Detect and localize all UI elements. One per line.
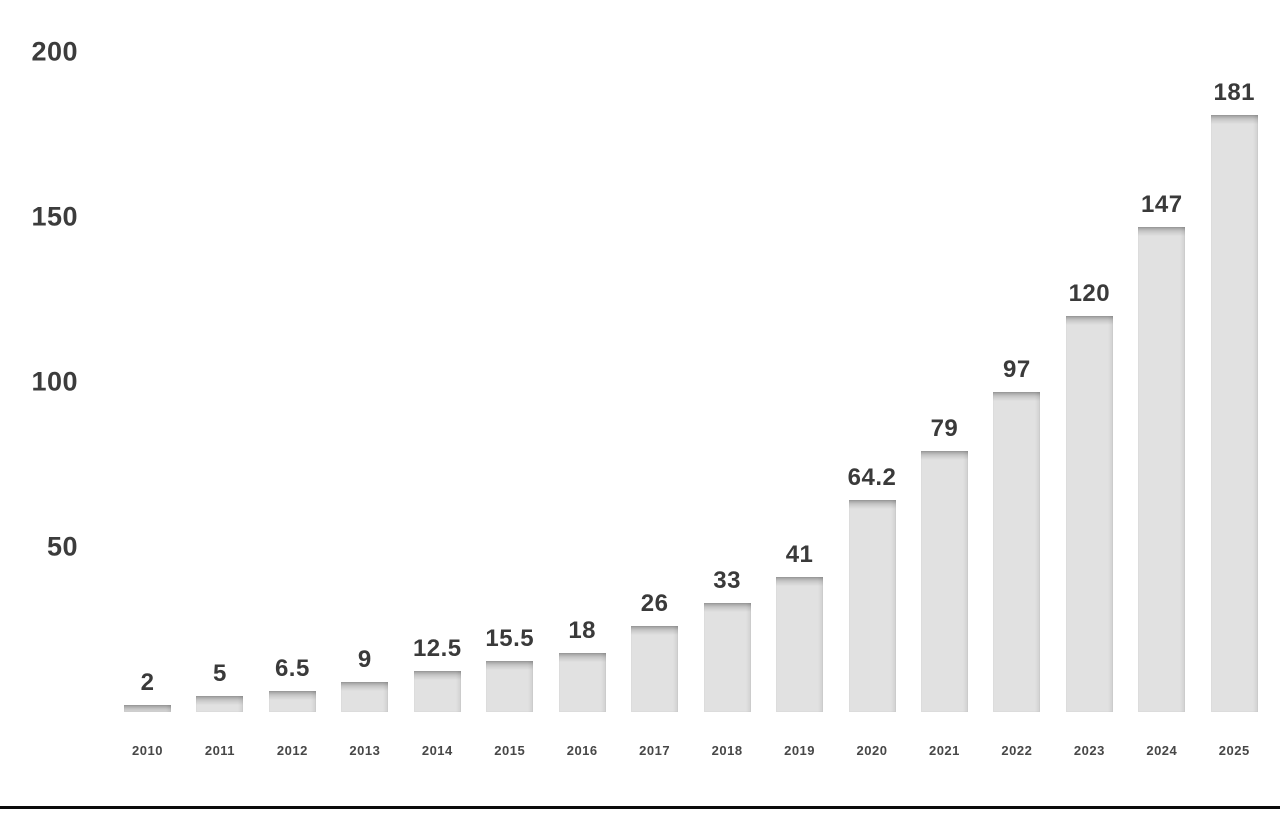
y-tick-label: 50 (46, 531, 78, 562)
bar-2013 (341, 682, 389, 712)
bar-2023 (1065, 316, 1113, 712)
bar-2025 (1210, 114, 1258, 712)
y-tick-label: 200 (31, 36, 78, 67)
bar-2018 (703, 603, 751, 712)
bar-value-label: 18 (568, 616, 597, 644)
x-tick-label: 2014 (421, 743, 453, 758)
bar-value-label: 147 (1141, 190, 1183, 218)
bar-2010 (124, 705, 171, 712)
x-tick-label: 2021 (928, 743, 960, 758)
bar-2019 (776, 576, 824, 712)
bar-value-label: 64.2 (847, 464, 897, 492)
bar-value-label: 97 (1003, 355, 1031, 383)
bar-value-label: 41 (785, 540, 814, 568)
x-tick-label: 2011 (204, 743, 236, 758)
x-tick-label: 2019 (784, 743, 816, 758)
bar-2021 (920, 451, 968, 712)
bar-value-label: 79 (930, 415, 959, 443)
x-tick-label: 2020 (856, 743, 888, 758)
x-tick-label: 2010 (132, 743, 163, 758)
bar-value-label: 12.5 (412, 634, 462, 662)
x-tick-label: 2013 (349, 743, 381, 758)
x-tick-label: 2012 (276, 743, 308, 758)
bar-value-label: 15.5 (485, 624, 535, 652)
x-tick-label: 2018 (711, 743, 743, 758)
bar-2020 (848, 500, 896, 712)
bar-value-label: 26 (640, 590, 669, 618)
bar-2016 (558, 652, 606, 712)
bar-2024 (1138, 226, 1186, 712)
bar-2015 (486, 660, 534, 712)
x-tick-label: 2016 (566, 743, 598, 758)
bar-value-label: 5 (213, 659, 227, 687)
bottom-divider (0, 806, 1280, 809)
bar-2012 (268, 690, 316, 712)
bar-2022 (993, 391, 1041, 712)
x-tick-label: 2022 (1001, 743, 1033, 758)
bar-value-label: 2 (140, 669, 155, 697)
x-tick-label: 2023 (1073, 743, 1105, 758)
x-tick-label: 2015 (494, 743, 526, 758)
bar-value-label: 9 (357, 646, 372, 674)
bar-value-label: 6.5 (274, 654, 310, 682)
x-tick-label: 2017 (639, 743, 671, 758)
y-tick-label: 150 (31, 201, 78, 232)
bar-2017 (631, 626, 679, 712)
bar-value-label: 120 (1068, 280, 1111, 307)
bar-value-label: 181 (1213, 78, 1256, 106)
bar-value-label: 33 (713, 567, 741, 595)
y-tick-label: 100 (31, 366, 78, 397)
x-tick-label: 2024 (1146, 743, 1178, 758)
x-tick-label: 2025 (1218, 743, 1250, 758)
bar-2014 (413, 670, 461, 712)
bar-2011 (196, 695, 244, 712)
